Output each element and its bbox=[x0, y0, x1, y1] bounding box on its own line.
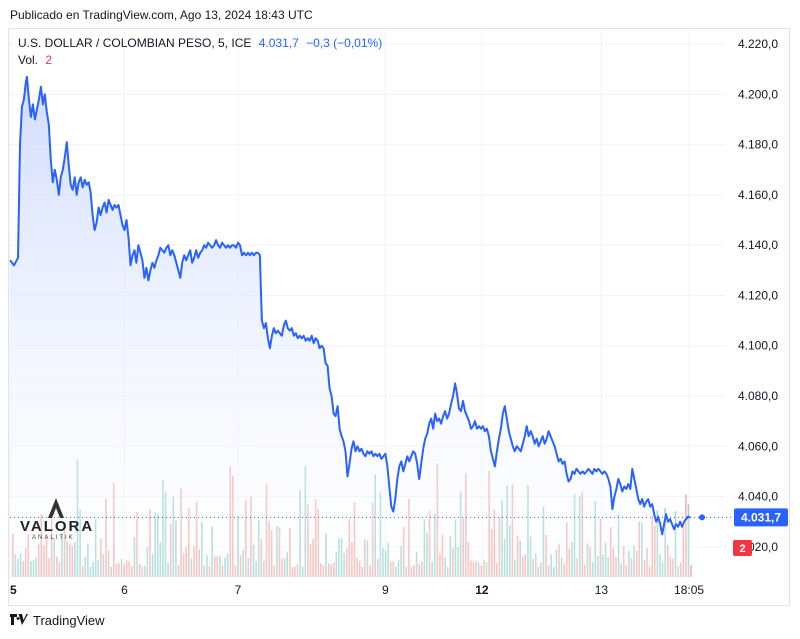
volume-label[interactable]: Vol. bbox=[18, 53, 39, 67]
watermark-word: VALORA bbox=[20, 518, 95, 535]
y-tick-label: 4.100,0 bbox=[738, 339, 778, 353]
y-tick-label: 4.160,0 bbox=[738, 188, 778, 202]
x-tick-label: 18:05 bbox=[674, 583, 704, 597]
volume-value: 2 bbox=[45, 53, 53, 67]
watermark-sub: ANALITIK bbox=[32, 535, 75, 541]
x-tick-label: 6 bbox=[121, 583, 128, 597]
time-axis: 5 6 7 9 12 13 18:05 bbox=[10, 583, 704, 597]
valora-watermark-logo: VALORA ANALITIK bbox=[20, 498, 100, 544]
y-tick-label: 4.140,0 bbox=[738, 238, 778, 252]
chart-legend: U.S. DOLLAR / COLOMBIAN PESO, 5, ICE 4.0… bbox=[18, 35, 382, 69]
x-tick-label: 9 bbox=[382, 583, 389, 597]
y-tick-label: 4.040,0 bbox=[738, 490, 778, 504]
y-tick-label: 4.180,0 bbox=[738, 138, 778, 152]
chart-frame[interactable] bbox=[8, 28, 790, 606]
y-tick-label: 4.060,0 bbox=[738, 439, 778, 453]
y-tick-label: 4.200,0 bbox=[738, 87, 778, 101]
valora-mark-icon bbox=[48, 498, 64, 518]
x-tick-label: 13 bbox=[595, 583, 609, 597]
x-tick-label: 7 bbox=[235, 583, 242, 597]
x-tick-label: 12 bbox=[475, 583, 489, 597]
last-price-text: 4.031,7 bbox=[258, 36, 299, 50]
price-area bbox=[10, 76, 691, 578]
y-tick-label: 4.080,0 bbox=[738, 389, 778, 403]
volume-bar bbox=[690, 564, 692, 577]
symbol-title[interactable]: U.S. DOLLAR / COLOMBIAN PESO, 5, ICE bbox=[18, 36, 252, 50]
last-price-markers: 4.031,7 2 bbox=[10, 508, 788, 556]
last-price-label: 4.031,7 bbox=[741, 510, 781, 524]
volume-badge bbox=[733, 540, 752, 556]
change-text: −0,3 (−0,01%) bbox=[306, 36, 383, 50]
last-price-dot bbox=[699, 514, 706, 521]
tradingview-logo-icon bbox=[10, 613, 28, 625]
published-caption: Publicado en TradingView.com, Ago 13, 20… bbox=[10, 8, 313, 22]
footer-brand[interactable]: TradingView bbox=[10, 613, 105, 628]
footer-brand-text: TradingView bbox=[33, 613, 105, 628]
y-tick-label: 4.220,0 bbox=[738, 37, 778, 51]
price-axis: 4.020,04.040,04.060,04.080,04.100,04.120… bbox=[738, 37, 778, 554]
y-tick-label: 4.120,0 bbox=[738, 288, 778, 302]
price-series bbox=[9, 75, 691, 578]
price-line bbox=[9, 75, 691, 536]
volume-last-label: 2 bbox=[739, 543, 745, 555]
x-tick-label: 5 bbox=[10, 583, 17, 597]
last-price-badge bbox=[734, 508, 788, 527]
